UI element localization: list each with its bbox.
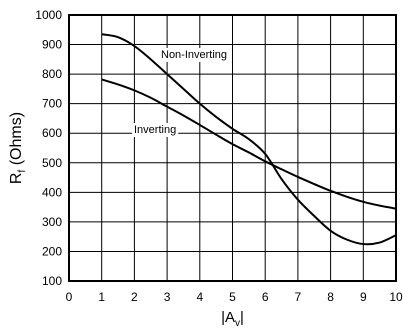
x-tick-label: 3	[164, 290, 171, 304]
x-tick-label: 8	[327, 290, 334, 304]
series-layer	[101, 33, 397, 246]
y-tick-labels: 100 200 300 400 500 600 700 800 900 1000	[35, 8, 62, 288]
y-tick-label: 800	[42, 67, 62, 81]
y-tick-label: 100	[42, 274, 62, 288]
x-tick-label: 4	[196, 290, 203, 304]
x-tick-label: 5	[229, 290, 236, 304]
y-tick-label: 600	[42, 126, 62, 140]
y-tick-label: 200	[42, 244, 62, 258]
series-label-inverting: Inverting	[134, 124, 176, 136]
x-tick-label: 6	[262, 290, 269, 304]
series-label-non-inverting: Non-Inverting	[161, 49, 227, 61]
series-label-background	[159, 48, 230, 62]
series-label-background	[132, 123, 179, 137]
plot-frame	[68, 14, 397, 282]
x-tick-label: 2	[131, 290, 138, 304]
y-tick-label: 900	[42, 38, 62, 52]
x-tick-label: 9	[360, 290, 367, 304]
y-axis-title: Rf (Ohms)	[8, 112, 28, 184]
y-tick-label: 300	[42, 215, 62, 229]
x-tick-label: 1	[98, 290, 105, 304]
y-tick-label: 400	[42, 185, 62, 199]
x-axis-title: |Av|	[221, 309, 244, 329]
series-line-non-inverting	[101, 33, 397, 246]
y-tick-label: 1000	[35, 8, 62, 22]
y-tick-label: 500	[42, 156, 62, 170]
x-tick-label: 7	[295, 290, 302, 304]
grid	[69, 15, 396, 281]
x-tick-labels: 0 1 2 3 4 5 6 7 8 9 10	[66, 290, 403, 304]
series-line-inverting	[101, 78, 397, 210]
x-tick-label: 0	[66, 290, 73, 304]
y-tick-label: 700	[42, 97, 62, 111]
x-tick-label: 10	[389, 290, 403, 304]
